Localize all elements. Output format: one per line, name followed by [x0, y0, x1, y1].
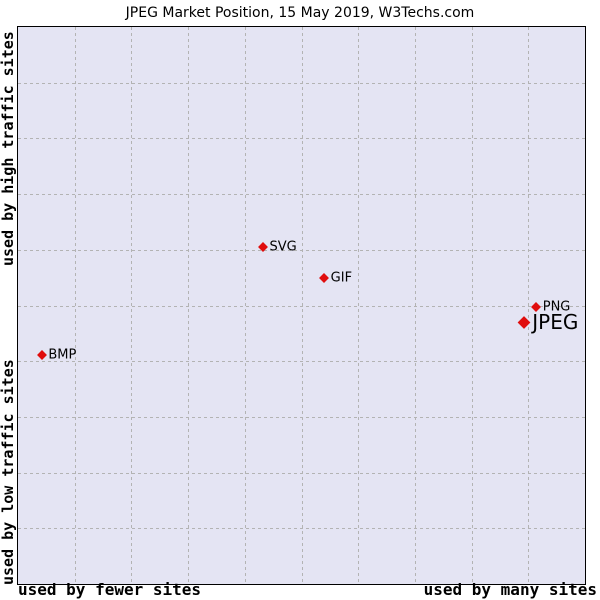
data-point-svg: SVG: [257, 239, 297, 255]
grid-line-horizontal: [18, 194, 585, 196]
y-axis-label-low-traffic: used by low traffic sites: [0, 359, 17, 585]
diamond-marker-icon: [319, 273, 330, 284]
x-axis-label-many-sites: used by many sites: [423, 580, 597, 599]
diamond-marker-icon: [257, 242, 268, 252]
chart-title: JPEG Market Position, 15 May 2019, W3Tec…: [125, 5, 475, 21]
data-point-gif: GIF: [319, 270, 353, 286]
plot-area: BMP SVG GIF PNG JPEG: [17, 26, 586, 585]
grid-line-horizontal: [18, 528, 585, 530]
data-point-label: SVG: [269, 239, 297, 255]
grid-line-horizontal: [18, 305, 585, 307]
grid-line-horizontal: [18, 361, 585, 363]
data-point-label: GIF: [330, 270, 353, 286]
grid-line-horizontal: [18, 416, 585, 418]
data-point-bmp: BMP: [36, 347, 77, 363]
data-point-png: PNG: [531, 299, 571, 315]
data-point-label: BMP: [48, 347, 77, 363]
grid-line-horizontal: [18, 82, 585, 84]
y-axis-label-high-traffic: used by high traffic sites: [0, 31, 17, 266]
data-point-label: JPEG: [532, 310, 579, 335]
grid-line-horizontal: [18, 472, 585, 474]
diamond-marker-icon: [36, 350, 47, 361]
x-axis-label-fewer-sites: used by fewer sites: [18, 580, 202, 599]
diamond-marker-icon: [517, 315, 531, 329]
data-point-label: PNG: [542, 299, 571, 315]
data-point-jpeg: JPEG: [517, 310, 579, 335]
grid-line-horizontal: [18, 138, 585, 140]
grid-line-horizontal: [18, 249, 585, 251]
